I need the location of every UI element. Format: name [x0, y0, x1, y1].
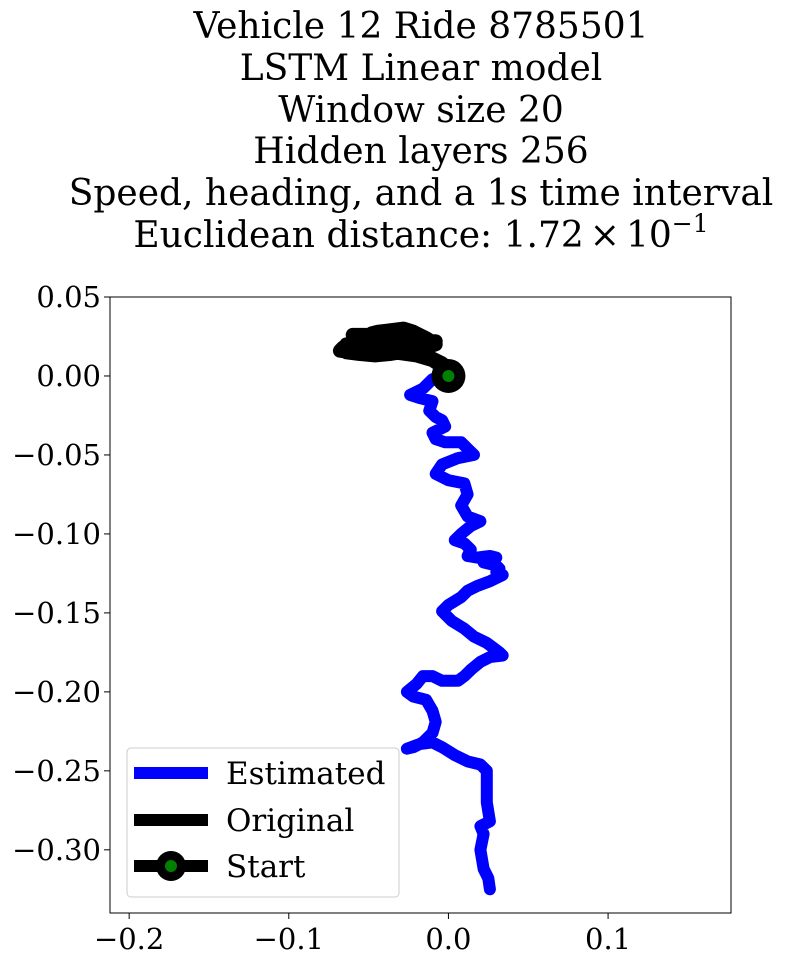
- y-tick-label: 0.05: [36, 280, 101, 314]
- x-tick-label: 0.0: [425, 922, 471, 956]
- series-estimated-line: [400, 370, 509, 896]
- start-marker-center: [442, 369, 455, 382]
- title-distance-times: ×: [590, 215, 620, 256]
- y-tick-label: −0.05: [12, 438, 101, 472]
- y-tick-label: −0.20: [12, 675, 101, 709]
- y-axis: 0.05 0.00 −0.05 −0.10 −0.15 −0.20 −0.25 −0.30: [12, 280, 110, 867]
- axes-frame: [109, 296, 732, 914]
- title-distance-prefix: Euclidean distance: 1.72: [133, 215, 583, 256]
- title-line-1: Vehicle 12 Ride 8785501: [192, 6, 648, 47]
- legend-estimated-label: Estimated: [226, 756, 385, 792]
- legend-box: [126, 747, 400, 898]
- legend-original-label: Original: [226, 803, 354, 839]
- title-line-2: LSTM Linear model: [240, 48, 603, 89]
- legend-start-marker-center: [165, 860, 177, 872]
- title-distance-exp: −1: [672, 209, 709, 238]
- y-tick-label: 0.00: [36, 359, 101, 393]
- y-tick-label: −0.10: [12, 517, 101, 551]
- chart-title: Vehicle 12 Ride 8785501 LSTM Linear mode…: [69, 6, 774, 256]
- y-tick-label: −0.15: [12, 596, 101, 630]
- plot-area: [332, 321, 509, 896]
- x-tick-label: −0.1: [254, 922, 324, 956]
- legend-start-label: Start: [226, 849, 306, 885]
- legend: Estimated Original Start: [126, 747, 400, 898]
- y-tick-label: −0.30: [12, 833, 101, 867]
- title-line-4: Hidden layers 256: [253, 131, 588, 172]
- x-axis: −0.2 −0.1 0.0 0.1: [94, 913, 631, 956]
- title-line-6: Euclidean distance: 1.72 × 10−1: [133, 209, 708, 256]
- x-tick-label: 0.1: [585, 922, 631, 956]
- y-tick-label: −0.25: [12, 754, 101, 788]
- title-line-5: Speed, heading, and a 1s time interval: [69, 173, 774, 214]
- title-line-3: Window size 20: [278, 90, 564, 131]
- title-distance-base: 10: [626, 215, 672, 256]
- x-tick-label: −0.2: [94, 922, 164, 956]
- series-original-line: [332, 321, 456, 383]
